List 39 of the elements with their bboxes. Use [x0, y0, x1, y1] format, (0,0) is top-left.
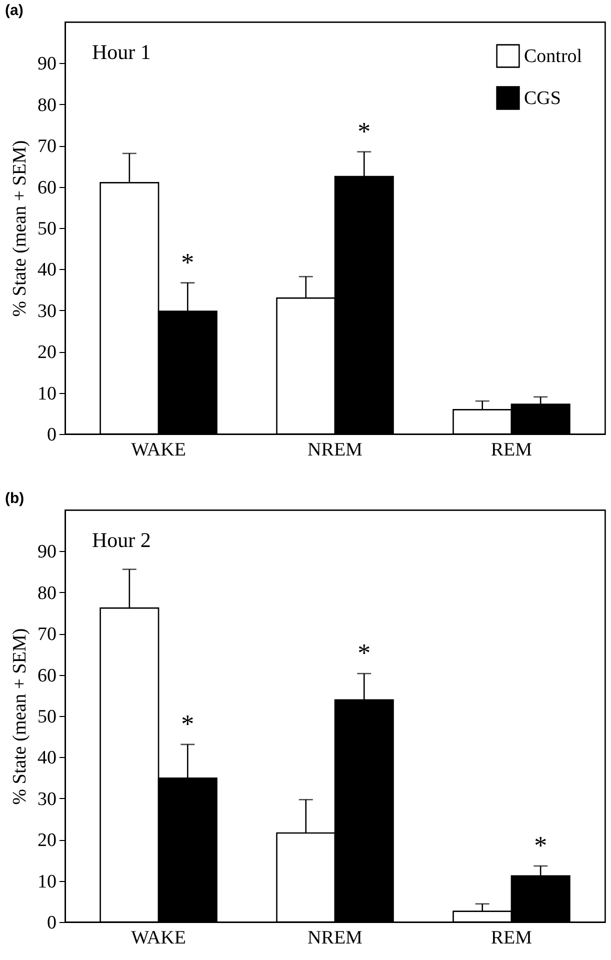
y-tick-label: 0: [47, 912, 56, 934]
y-tick-label: 80: [38, 582, 56, 604]
x-tick-label: REM: [490, 928, 532, 948]
y-tick-label: 50: [38, 218, 56, 240]
y-tick-label: 30: [38, 300, 56, 322]
y-axis-title: % State (mean + SEM): [10, 628, 30, 805]
y-tick-label: 80: [38, 94, 56, 116]
chart-title: (a): [5, 2, 24, 19]
y-tick-label: 40: [38, 748, 56, 769]
x-tick-label: WAKE: [131, 928, 186, 948]
x-tick-label: WAKE: [131, 440, 186, 460]
annotation: *: [534, 830, 548, 860]
y-tick-label: 90: [38, 542, 56, 563]
text: Hour 2: [92, 528, 151, 552]
legend-label: Control: [524, 46, 582, 67]
annotation: *: [181, 709, 194, 738]
y-tick-label: 30: [38, 788, 56, 810]
annotation: *: [358, 638, 371, 668]
y-tick-label: 60: [38, 665, 56, 686]
y-tick-label: 0: [47, 424, 56, 446]
y-tick-label: 70: [38, 624, 56, 646]
y-tick-label: 40: [38, 260, 56, 281]
y-tick-label: 10: [38, 383, 56, 404]
chart-title: (b): [5, 490, 24, 507]
y-tick-label: 20: [38, 342, 56, 364]
y-tick-label: 10: [38, 871, 56, 892]
x-tick-label: REM: [490, 440, 532, 460]
annotation: *: [358, 116, 371, 146]
y-tick-label: 70: [38, 136, 56, 158]
y-tick-label: 20: [38, 830, 56, 852]
legend-label: CGS: [524, 88, 561, 109]
annotation: *: [181, 248, 194, 277]
y-tick-label: 90: [38, 54, 56, 75]
y-axis-title: % State (mean + SEM): [10, 140, 30, 317]
y-tick-label: 60: [38, 177, 56, 198]
text: Hour 1: [92, 40, 151, 64]
x-tick-label: NREM: [308, 440, 363, 460]
y-tick-label: 50: [38, 706, 56, 728]
x-tick-label: NREM: [308, 928, 363, 948]
